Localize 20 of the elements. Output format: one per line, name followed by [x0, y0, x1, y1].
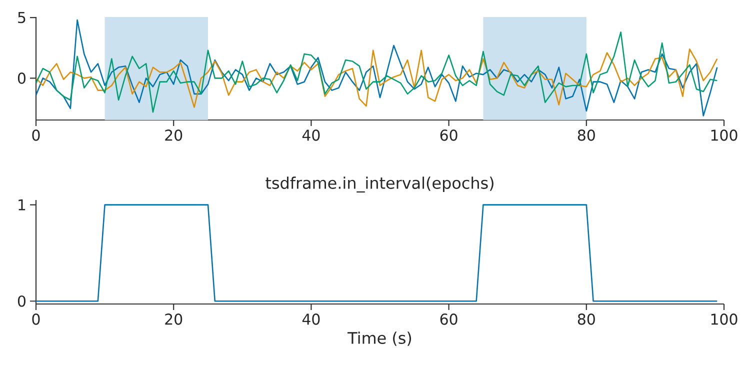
- line-series: [36, 32, 718, 113]
- y-tick-label: 0: [18, 72, 26, 84]
- x-tick-label: 40: [302, 130, 320, 141]
- x-tick-label: 40: [302, 314, 320, 325]
- x-tick-label: 20: [165, 314, 182, 325]
- x-tick-label: 100: [711, 130, 738, 141]
- x-tick-label: 0: [32, 130, 40, 141]
- x-tick-label: 20: [165, 130, 182, 141]
- y-tick-label: 1: [18, 199, 26, 210]
- x-tick-label: 80: [578, 314, 595, 325]
- chart-title: tsdframe.in_interval(epochs): [266, 176, 494, 193]
- x-tick-label: 0: [32, 314, 40, 325]
- x-tick-label: 60: [440, 130, 458, 141]
- y-tick-label: 5: [18, 12, 26, 24]
- y-tick-label: 0: [18, 295, 26, 307]
- x-tick-label: 100: [711, 314, 738, 325]
- line-series: [36, 48, 718, 108]
- x-tick-label: 80: [578, 130, 595, 141]
- x-axis-title: Time (s): [348, 332, 412, 346]
- x-tick-label: 60: [440, 314, 458, 325]
